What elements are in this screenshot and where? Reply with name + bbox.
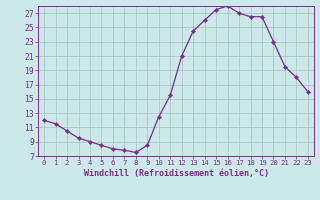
X-axis label: Windchill (Refroidissement éolien,°C): Windchill (Refroidissement éolien,°C): [84, 169, 268, 178]
